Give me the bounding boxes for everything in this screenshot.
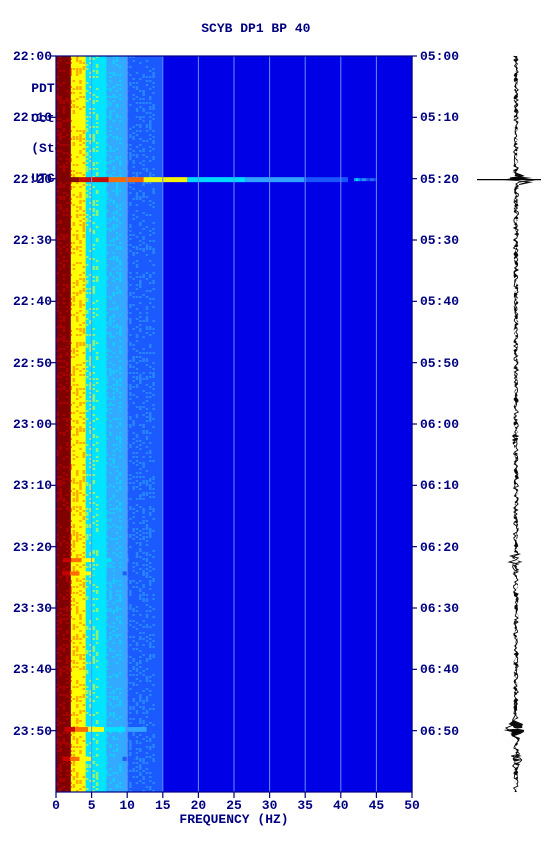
x-tick: 25 (222, 798, 246, 813)
x-tick: 15 (151, 798, 175, 813)
x-tick: 50 (400, 798, 424, 813)
y-tick-right: 05:20 (420, 172, 459, 187)
y-tick-right: 06:20 (420, 540, 459, 555)
y-tick-right: 05:30 (420, 233, 459, 248)
y-tick-left: 22:10 (6, 110, 52, 125)
y-tick-right: 05:50 (420, 356, 459, 371)
y-tick-left: 23:00 (6, 417, 52, 432)
y-tick-right: 06:10 (420, 478, 459, 493)
y-tick-left: 23:30 (6, 601, 52, 616)
x-axis-label: FREQUENCY (HZ) (56, 812, 412, 827)
spectrogram-container: 22:00 22:10 22:20 22:30 22:40 22:50 23:00 23:10… (0, 0, 552, 864)
y-tick-left: 23:20 (6, 540, 52, 555)
x-tick: 45 (364, 798, 388, 813)
y-tick-left: 22:00 (6, 49, 52, 64)
y-tick-right: 06:40 (420, 662, 459, 677)
y-tick-right: 05:00 (420, 49, 459, 64)
x-tick: 5 (80, 798, 104, 813)
y-tick-left: 23:10 (6, 478, 52, 493)
y-tick-left: 22:20 (6, 172, 52, 187)
x-tick: 10 (115, 798, 139, 813)
y-tick-right: 05:10 (420, 110, 459, 125)
x-tick: 0 (44, 798, 68, 813)
x-tick: 35 (293, 798, 317, 813)
y-tick-left: 22:30 (6, 233, 52, 248)
waveform (0, 0, 552, 864)
y-tick-right: 06:30 (420, 601, 459, 616)
y-tick-left: 22:40 (6, 294, 52, 309)
y-tick-right: 06:00 (420, 417, 459, 432)
y-tick-right: 06:50 (420, 724, 459, 739)
y-tick-left: 23:40 (6, 662, 52, 677)
y-tick-left: 23:50 (6, 724, 52, 739)
y-tick-right: 05:40 (420, 294, 459, 309)
x-tick: 20 (186, 798, 210, 813)
x-tick: 30 (258, 798, 282, 813)
x-tick: 40 (329, 798, 353, 813)
y-tick-left: 22:50 (6, 356, 52, 371)
